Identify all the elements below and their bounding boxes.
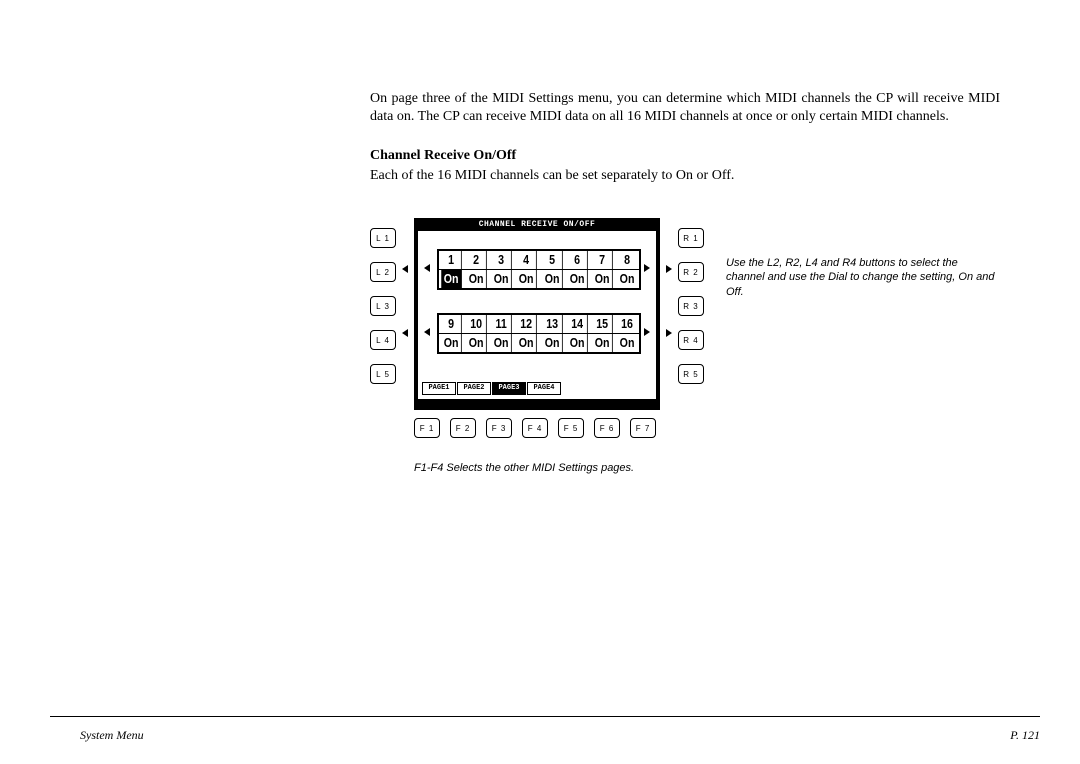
triangle-right-icon <box>644 264 650 272</box>
channel-number: 13 <box>542 315 563 333</box>
footer-divider <box>50 716 1040 717</box>
footer-right: P. 121 <box>1010 728 1040 743</box>
button-r3[interactable]: R 3 <box>678 296 704 316</box>
button-l4[interactable]: L 4 <box>370 330 396 350</box>
channel-number: 8 <box>617 251 637 269</box>
channel-state-row: On On On On On On On On <box>439 269 639 288</box>
channel-state[interactable]: On <box>617 334 637 352</box>
channel-number-row: 9 10 11 12 13 14 15 16 <box>439 315 639 333</box>
channel-number: 16 <box>617 315 637 333</box>
left-button-column: L 1 L 2 L 3 L 4 L 5 <box>370 228 396 398</box>
channel-number: 14 <box>567 315 588 333</box>
channel-number: 11 <box>492 315 513 333</box>
triangle-right-icon <box>666 329 672 337</box>
channel-state[interactable]: On <box>592 334 613 352</box>
channel-number: 10 <box>466 315 487 333</box>
channel-state-row: On On On On On On On On <box>439 333 639 352</box>
channel-number: 4 <box>517 251 538 269</box>
button-r1[interactable]: R 1 <box>678 228 704 248</box>
channel-number: 9 <box>441 315 462 333</box>
lcd-title: CHANNEL RECEIVE ON/OFF <box>414 218 660 231</box>
button-f6[interactable]: F 6 <box>594 418 620 438</box>
button-l1[interactable]: L 1 <box>370 228 396 248</box>
channel-number: 5 <box>542 251 563 269</box>
channel-number: 1 <box>441 251 462 269</box>
channel-block-1-8: 1 2 3 4 5 6 7 8 On On On <box>437 249 641 290</box>
channel-state[interactable]: On <box>542 270 563 288</box>
caption-bottom: F1-F4 Selects the other MIDI Settings pa… <box>414 462 634 474</box>
channel-number: 2 <box>466 251 487 269</box>
button-f2[interactable]: F 2 <box>450 418 476 438</box>
triangle-right-icon <box>666 265 672 273</box>
button-f3[interactable]: F 3 <box>486 418 512 438</box>
page-tab-3[interactable]: PAGE3 <box>492 382 526 395</box>
channel-state[interactable]: On <box>517 270 538 288</box>
channel-number-row: 1 2 3 4 5 6 7 8 <box>439 251 639 269</box>
channel-state[interactable]: On <box>567 270 588 288</box>
page-tab-4[interactable]: PAGE4 <box>527 382 561 395</box>
button-l2[interactable]: L 2 <box>370 262 396 282</box>
lcd-screen: CHANNEL RECEIVE ON/OFF 1 2 3 4 <box>414 218 660 410</box>
channel-state[interactable]: On <box>517 334 538 352</box>
channel-state[interactable]: On <box>567 334 588 352</box>
button-f1[interactable]: F 1 <box>414 418 440 438</box>
section-heading: Channel Receive On/Off <box>370 147 1000 165</box>
channel-number: 12 <box>517 315 538 333</box>
triangle-left-icon <box>402 265 408 273</box>
channel-number: 6 <box>567 251 588 269</box>
body-text-block: On page three of the MIDI Settings menu,… <box>370 90 1000 184</box>
channel-state[interactable]: On <box>492 334 513 352</box>
triangle-right-icon <box>644 328 650 336</box>
button-l5[interactable]: L 5 <box>370 364 396 384</box>
page-tab-2[interactable]: PAGE2 <box>457 382 491 395</box>
footer-left: System Menu <box>80 728 144 743</box>
channel-block-9-16: 9 10 11 12 13 14 15 16 On On On <box>437 313 641 354</box>
page-tabs: PAGE1 PAGE2 PAGE3 PAGE4 <box>422 382 562 395</box>
button-f7[interactable]: F 7 <box>630 418 656 438</box>
channel-number: 3 <box>492 251 513 269</box>
channel-state[interactable]: On <box>592 270 613 288</box>
section-paragraph: Each of the 16 MIDI channels can be set … <box>370 167 1000 185</box>
caption-right: Use the L2, R2, L4 and R4 buttons to sel… <box>726 256 996 299</box>
button-r4[interactable]: R 4 <box>678 330 704 350</box>
channel-state[interactable]: On <box>492 270 513 288</box>
channel-number: 7 <box>592 251 613 269</box>
channel-state[interactable]: On <box>542 334 563 352</box>
page-tab-1[interactable]: PAGE1 <box>422 382 456 395</box>
button-r5[interactable]: R 5 <box>678 364 704 384</box>
channel-state[interactable]: On <box>466 270 487 288</box>
channel-state[interactable]: On <box>466 334 487 352</box>
channel-state[interactable]: On <box>441 334 462 352</box>
button-r2[interactable]: R 2 <box>678 262 704 282</box>
channel-state[interactable]: On <box>617 270 637 288</box>
channel-number: 15 <box>592 315 613 333</box>
f-button-row: F 1 F 2 F 3 F 4 F 5 F 6 F 7 <box>414 418 656 438</box>
button-f4[interactable]: F 4 <box>522 418 548 438</box>
triangle-left-icon <box>424 264 430 272</box>
button-l3[interactable]: L 3 <box>370 296 396 316</box>
triangle-left-icon <box>402 329 408 337</box>
triangle-left-icon <box>424 328 430 336</box>
button-f5[interactable]: F 5 <box>558 418 584 438</box>
intro-paragraph: On page three of the MIDI Settings menu,… <box>370 90 1000 125</box>
lcd-inner: 1 2 3 4 5 6 7 8 On On On <box>418 231 656 399</box>
right-button-column: R 1 R 2 R 3 R 4 R 5 <box>678 228 704 398</box>
channel-state[interactable]: On <box>441 270 462 288</box>
